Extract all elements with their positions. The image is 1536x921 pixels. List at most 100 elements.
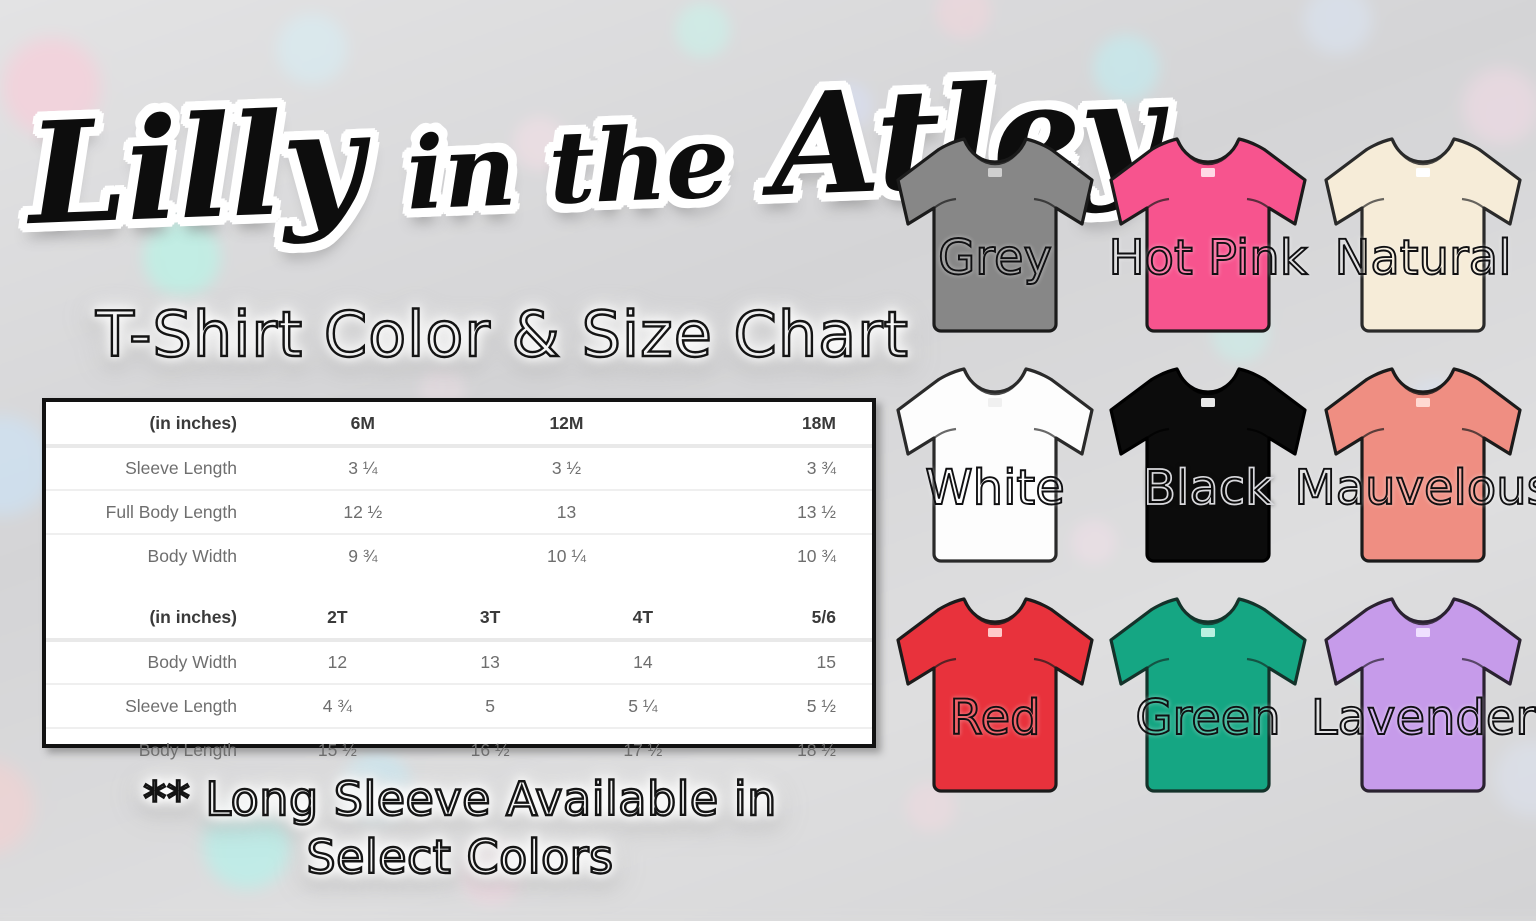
table-row: Full Body Length 12 ½ 13 13 ½ xyxy=(46,490,872,535)
tshirt-icon xyxy=(896,367,1094,563)
row-value: 15 ½ xyxy=(317,740,357,760)
table-spacer xyxy=(46,578,872,596)
shirt-color-label: Natural xyxy=(1334,230,1513,286)
row-value: 15 xyxy=(719,640,872,685)
table-row: Sleeve Length 4 ¾ 5 5 ¼ 5 ½ xyxy=(46,684,872,729)
row-value: 3 ¼ xyxy=(261,446,465,491)
shirt-color-label: Green xyxy=(1134,690,1281,746)
table-header-row: (in inches) 6M 12M 18M xyxy=(46,402,872,448)
shirt-cell-black[interactable]: Black xyxy=(1099,358,1317,588)
tshirt-collar xyxy=(963,599,1027,626)
tshirt-neck-tag xyxy=(1416,628,1430,637)
row-value: 13 xyxy=(464,490,669,535)
shirt-cell-hot-pink[interactable]: Hot Pink xyxy=(1099,128,1317,358)
tshirt-sleeve-seam-left xyxy=(1146,657,1170,669)
tshirt-neck-tag xyxy=(988,168,1002,177)
shirt-color-label: Grey xyxy=(937,230,1053,286)
header-cell: 18M xyxy=(668,402,872,448)
tshirt-icon xyxy=(1109,597,1307,793)
tshirt-neck-tag xyxy=(1201,628,1215,637)
shirt-color-label: White xyxy=(924,460,1065,516)
tshirt-collar xyxy=(963,369,1027,396)
shirt-cell-mauvelous[interactable]: Mauvelous xyxy=(1293,358,1536,588)
shirt-cell-grey[interactable]: Grey xyxy=(886,128,1104,358)
tshirt-sleeve-seam-right xyxy=(1461,197,1485,209)
tshirt-sleeve-seam-right xyxy=(1461,427,1485,439)
row-value: 5 ¼ xyxy=(566,684,720,729)
tshirt-sleeve-seam-left xyxy=(1361,197,1385,209)
tshirt-sleeve-seam-right xyxy=(1246,427,1270,439)
tshirt-icon xyxy=(1324,367,1522,563)
row-value: 14 xyxy=(566,640,720,685)
tshirt-neck-tag xyxy=(1201,168,1215,177)
tshirt-sleeve-seam-left xyxy=(933,197,957,209)
info-panel: Lilly in the Atley T-Shirt Color & Size … xyxy=(25,48,1163,886)
brand-logo: Lilly in the Atley xyxy=(25,48,1163,270)
tshirt-collar xyxy=(1176,599,1240,626)
header-cell: (in inches) xyxy=(46,402,261,448)
tshirt-sleeve-seam-left xyxy=(1146,197,1170,209)
logo-word-2: in the xyxy=(404,102,731,233)
footnote: ** Long Sleeve Available in Select Color… xyxy=(110,770,810,886)
tshirt-collar xyxy=(963,139,1027,166)
row-value: 13 xyxy=(413,640,567,685)
tshirt-icon xyxy=(1324,137,1522,333)
table-row: Body Width 12 13 14 15 xyxy=(46,640,872,685)
tshirt-collar xyxy=(1391,139,1455,166)
tshirt-sleeve-seam-right xyxy=(1033,197,1057,209)
tshirt-neck-tag xyxy=(1416,168,1430,177)
tshirt-icon xyxy=(1109,367,1307,563)
header-cell: 2T xyxy=(261,596,414,642)
footnote-line-2: Select Colors xyxy=(305,829,614,885)
tshirt-sleeve-seam-right xyxy=(1246,657,1270,669)
tshirt-icon xyxy=(896,597,1094,793)
shirt-cell-white[interactable]: White xyxy=(886,358,1104,588)
tshirt-neck-tag xyxy=(1416,398,1430,407)
shirt-color-label: Black xyxy=(1142,460,1274,516)
row-value: 10 ¼ xyxy=(547,546,586,566)
shirt-cell-natural[interactable]: Natural xyxy=(1314,128,1532,358)
tshirt-icon xyxy=(1109,137,1307,333)
page-title: T-Shirt Color & Size Chart xyxy=(95,297,909,372)
tshirt-icon xyxy=(1324,597,1522,793)
header-cell: (in inches) xyxy=(46,596,261,642)
row-value: 13 ½ xyxy=(668,490,872,535)
tshirt-sleeve-seam-left xyxy=(1361,427,1385,439)
tshirt-sleeve-seam-left xyxy=(1361,657,1385,669)
row-value: 4 ¾ xyxy=(261,684,414,729)
row-label: Body Width xyxy=(147,546,237,566)
header-cell: 6M xyxy=(261,402,465,448)
row-value: 12 xyxy=(261,640,414,685)
row-value: 10 ¾ xyxy=(797,546,836,566)
row-value: 18 ½ xyxy=(797,740,836,760)
footnote-line-1: ** Long Sleeve Available in xyxy=(142,771,777,827)
shirt-cell-red[interactable]: Red xyxy=(886,588,1104,818)
shirt-row: Red Green Lavender xyxy=(884,588,1536,818)
tshirt-collar xyxy=(1176,369,1240,396)
table-row: Body Length 15 ½ 16 ½ 17 ½ 18 ½ xyxy=(46,728,872,772)
row-value: 17 ½ xyxy=(623,740,663,760)
shirt-color-label: Red xyxy=(948,690,1041,746)
header-cell: 4T xyxy=(566,596,720,642)
tshirt-icon xyxy=(896,137,1094,333)
row-label: Body Width xyxy=(46,640,261,685)
size-table-infant: (in inches) 6M 12M 18M Sleeve Length 3 ¼… xyxy=(46,402,872,596)
shirt-row: Grey Hot Pink Natural xyxy=(884,128,1536,358)
header-cell: 3T xyxy=(413,596,567,642)
row-value: 3 ¾ xyxy=(668,446,872,491)
row-value: 12 ½ xyxy=(261,490,465,535)
row-value: 16 ½ xyxy=(470,740,510,760)
tshirt-neck-tag xyxy=(988,628,1002,637)
table-row: Sleeve Length 3 ¼ 3 ½ 3 ¾ xyxy=(46,446,872,491)
row-value: 9 ¾ xyxy=(348,546,378,566)
tshirt-sleeve-seam-right xyxy=(1033,427,1057,439)
shirt-color-label: Mauvelous xyxy=(1293,460,1536,516)
logo-word-1: Lilly xyxy=(25,80,366,258)
shirt-color-label: Lavender xyxy=(1310,690,1536,746)
tshirt-sleeve-seam-left xyxy=(1146,427,1170,439)
shirt-cell-lavender[interactable]: Lavender xyxy=(1310,588,1536,818)
shirt-color-label: Hot Pink xyxy=(1108,230,1309,286)
table-header-row: (in inches) 2T 3T 4T 5/6 xyxy=(46,596,872,642)
shirt-cell-green[interactable]: Green xyxy=(1099,588,1317,818)
tshirt-neck-tag xyxy=(988,398,1002,407)
